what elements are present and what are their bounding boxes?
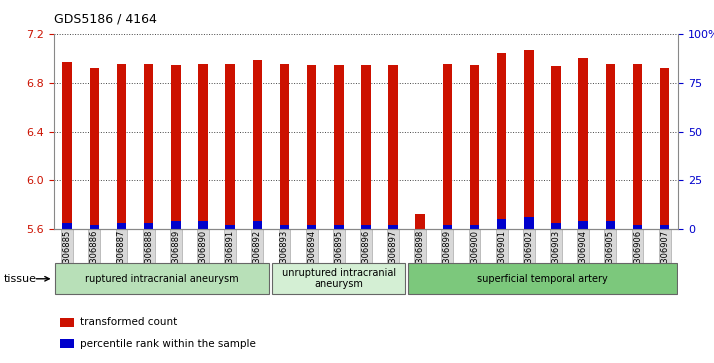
Bar bbox=[660, 225, 670, 229]
Bar bbox=[605, 64, 615, 229]
Text: ruptured intracranial aneurysm: ruptured intracranial aneurysm bbox=[86, 274, 239, 284]
Bar bbox=[524, 217, 533, 229]
Bar bbox=[361, 65, 371, 229]
Bar bbox=[171, 65, 181, 229]
Bar bbox=[388, 65, 398, 229]
Text: transformed count: transformed count bbox=[80, 317, 177, 327]
Bar bbox=[551, 223, 560, 229]
Bar bbox=[307, 65, 316, 229]
FancyBboxPatch shape bbox=[272, 263, 406, 294]
Bar bbox=[443, 225, 452, 229]
Text: GDS5186 / 4164: GDS5186 / 4164 bbox=[54, 13, 156, 26]
Bar bbox=[280, 225, 289, 229]
Bar bbox=[89, 69, 99, 229]
Bar bbox=[144, 64, 154, 229]
Bar bbox=[171, 221, 181, 229]
Bar bbox=[633, 225, 643, 229]
Bar bbox=[116, 64, 126, 229]
Bar bbox=[551, 66, 560, 229]
Bar bbox=[62, 62, 72, 229]
Bar bbox=[470, 65, 479, 229]
Bar bbox=[416, 214, 425, 229]
Bar bbox=[470, 225, 479, 229]
Bar bbox=[334, 225, 343, 229]
Bar bbox=[497, 53, 506, 229]
Text: unruptured intracranial
aneurysm: unruptured intracranial aneurysm bbox=[282, 268, 396, 289]
Bar bbox=[198, 64, 208, 229]
Bar bbox=[116, 223, 126, 229]
Text: percentile rank within the sample: percentile rank within the sample bbox=[80, 339, 256, 348]
Text: superficial temporal artery: superficial temporal artery bbox=[477, 274, 608, 284]
Bar bbox=[605, 221, 615, 229]
FancyBboxPatch shape bbox=[408, 263, 677, 294]
Bar bbox=[198, 221, 208, 229]
Bar bbox=[497, 219, 506, 229]
Bar bbox=[280, 64, 289, 229]
Bar bbox=[60, 339, 74, 348]
Bar bbox=[660, 69, 670, 229]
Bar bbox=[60, 318, 74, 327]
Bar bbox=[578, 58, 588, 229]
Bar bbox=[524, 50, 533, 229]
Bar bbox=[226, 225, 235, 229]
Bar bbox=[361, 225, 371, 229]
Bar bbox=[62, 223, 72, 229]
Bar bbox=[388, 225, 398, 229]
Bar bbox=[226, 64, 235, 229]
Bar bbox=[307, 225, 316, 229]
Bar bbox=[253, 221, 262, 229]
Bar bbox=[144, 223, 154, 229]
Text: tissue: tissue bbox=[4, 274, 36, 284]
Bar bbox=[443, 64, 452, 229]
FancyBboxPatch shape bbox=[55, 263, 269, 294]
Bar bbox=[89, 225, 99, 229]
Bar bbox=[633, 64, 643, 229]
Bar bbox=[253, 60, 262, 229]
Bar bbox=[578, 221, 588, 229]
Bar bbox=[334, 65, 343, 229]
